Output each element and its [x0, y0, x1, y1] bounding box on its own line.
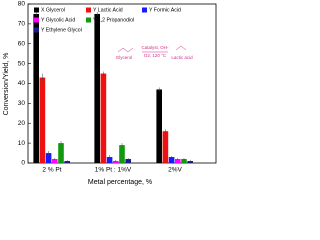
- y-tick-label: 30: [18, 100, 26, 107]
- bar: [100, 73, 107, 163]
- legend-label: Y Ethylene Glycol: [41, 27, 82, 33]
- annotation: Catalyst, OH-: [141, 45, 169, 50]
- bar: [58, 143, 64, 163]
- annotation: Lactic acid: [171, 55, 193, 60]
- bar: [125, 159, 131, 163]
- legend-label: Y Formic Acid: [149, 7, 181, 13]
- x-tick-label: 1% Pt : 1%V: [95, 167, 132, 174]
- bar: [119, 145, 125, 163]
- legend-label: X Glycerol: [41, 7, 65, 13]
- bar: [33, 13, 39, 163]
- legend-swatch: [34, 17, 39, 23]
- x-tick-label: 2%V: [168, 167, 182, 174]
- y-tick-label: 80: [18, 1, 26, 8]
- y-tick-label: 50: [18, 60, 26, 67]
- annotation: O2, 120 °C: [144, 53, 167, 58]
- x-tick-label: 2 % Pt: [42, 167, 61, 174]
- chart: Metal percentage, % Conversion/Yield, % …: [3, 1, 217, 186]
- bar: [162, 131, 169, 163]
- bar: [39, 77, 46, 163]
- bar: [106, 157, 113, 163]
- y-tick-label: 40: [18, 80, 26, 87]
- legend-label: Y Lactic Acid: [93, 7, 123, 13]
- bar: [175, 159, 181, 163]
- reaction-scheme: [117, 45, 187, 53]
- bar: [45, 153, 52, 163]
- bar: [168, 157, 175, 163]
- bar: [156, 89, 162, 163]
- legend-label: Y Glycolic Acid: [41, 17, 75, 23]
- bar: [52, 159, 58, 163]
- legend-swatch: [86, 17, 91, 23]
- legend-label: Y 1,2 Propanodiol: [93, 17, 134, 23]
- legend-swatch: [34, 7, 39, 13]
- y-tick-label: 70: [18, 21, 26, 28]
- y-axis-label: Conversion/Yield, %: [3, 53, 10, 116]
- y-tick-label: 0: [21, 160, 25, 167]
- x-axis-label: Metal percentage, %: [88, 179, 152, 186]
- annotation: Glycerol: [116, 55, 133, 60]
- y-tick-label: 60: [18, 40, 26, 47]
- bar: [94, 13, 100, 163]
- y-tick-label: 20: [18, 120, 26, 127]
- y-tick-label: 10: [18, 140, 26, 147]
- legend-swatch: [142, 7, 147, 13]
- legend-swatch: [34, 27, 39, 33]
- legend-swatch: [86, 7, 91, 13]
- bar: [181, 159, 187, 163]
